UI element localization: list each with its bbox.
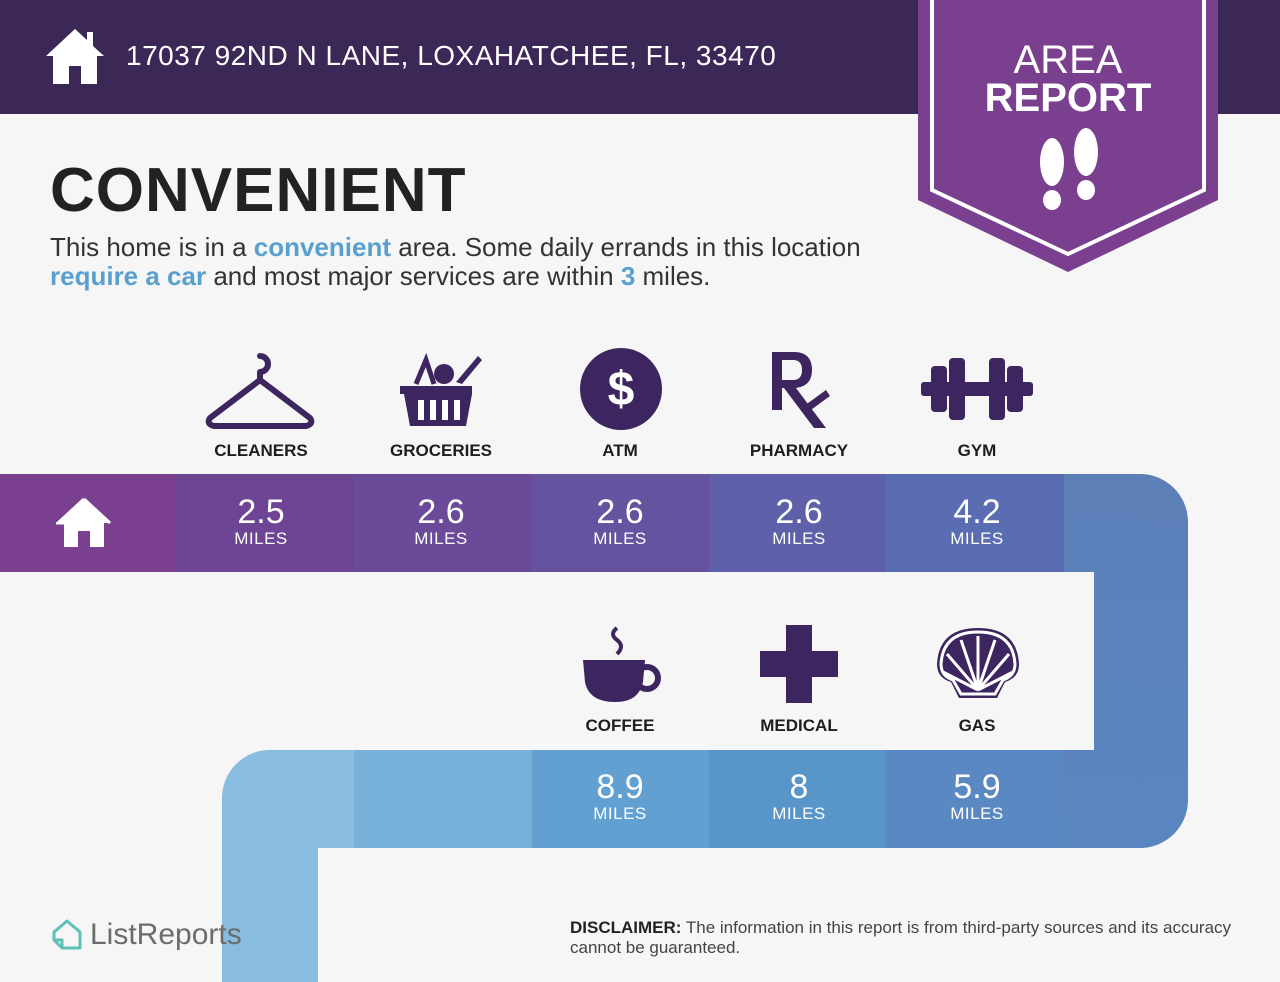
dumbbell-icon [921,358,1033,420]
listreports-logo-icon [52,919,82,950]
distance-pharmacy: 2.6 MILES [772,493,826,548]
badge-title-line2: REPORT [984,76,1152,120]
service-label-atm: ATM [602,441,638,460]
service-label-groceries: GROCERIES [389,441,493,460]
brand-name: ListReports [90,918,242,951]
service-label-pharmacy: PHARMACY [749,441,849,460]
service-label-medical: MEDICAL [760,716,838,735]
svg-text:$: $ [608,363,635,416]
footprints-icon [1040,128,1098,210]
area-report-badge: AREA REPORT [918,0,1218,272]
coffee-cup-icon [583,626,661,702]
dollar-icon: $ [580,348,662,430]
rx-icon [772,352,830,428]
distance-groceries: 2.6 MILES [414,493,468,548]
disclaimer: DISCLAIMER: The information in this repo… [570,918,1232,957]
distance-gym: 4.2 MILES [950,493,1004,548]
service-label-coffee: COFFEE [585,716,655,735]
hanger-icon [205,353,315,429]
distance-cleaners: 2.5 MILES [234,493,288,548]
service-label-cleaners: CLEANERS [214,441,308,460]
basket-icon [400,352,482,426]
distance-gas: 5.9 MILES [950,768,1004,823]
home-icon [46,29,104,84]
shell-icon [937,628,1019,698]
summary-text: This home is in a convenient area. Some … [50,232,861,291]
service-label-gas: GAS [958,716,996,735]
home-start-icon [56,497,112,547]
cross-icon [760,625,838,703]
distance-coffee: 8.9 MILES [593,768,647,823]
badge-title-line1: AREA [1013,38,1123,82]
distance-medical: 8 MILES [772,768,826,823]
page-title: CONVENIENT [50,156,467,225]
service-label-gym: GYM [957,441,997,460]
distance-atm: 2.6 MILES [593,493,647,548]
property-address: 17037 92ND N LANE, LOXAHATCHEE, FL, 3347… [126,40,777,71]
